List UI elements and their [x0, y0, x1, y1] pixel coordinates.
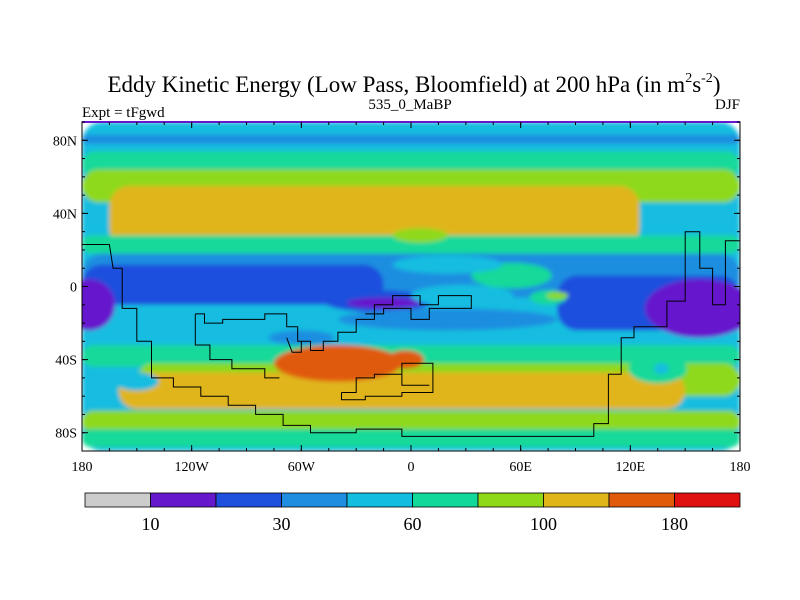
colorbar-box-3: [281, 492, 348, 508]
coastline-2: [194, 313, 280, 379]
contour-blob-3: [347, 297, 421, 309]
contour-band-12: [82, 410, 740, 433]
contour-band-11: [118, 372, 686, 409]
chart-title-main: Eddy Kinetic Energy (Low Pass, Bloomfiel…: [108, 72, 686, 97]
contour-blob-12: [273, 344, 402, 382]
colorbar-label-4: 180: [661, 514, 688, 534]
contour-bands: [82, 122, 740, 451]
y-tick-label-1: 40N: [53, 207, 77, 222]
chart-title-sup2: -2: [701, 71, 713, 86]
x-tick-label-3: 0: [408, 460, 415, 475]
x-tick-label-5: 120E: [616, 460, 646, 475]
y-tick-label-0: 80N: [53, 134, 77, 149]
chart-title-close: ): [713, 72, 721, 97]
contour-blob-13: [387, 350, 424, 369]
colorbar-label-2: 60: [404, 514, 422, 534]
coastline-4: [401, 374, 430, 386]
y-tick-label-2: 0: [70, 281, 77, 296]
colorbar-label-1: 30: [273, 514, 291, 534]
contour-band-13: [82, 429, 740, 448]
chart-title-sup1: 2: [685, 71, 692, 86]
x-tick-label-6: 180: [730, 460, 751, 475]
contour-blob-1: [82, 279, 115, 331]
colorbar-box-1: [150, 492, 217, 508]
coastline-5: [286, 337, 302, 353]
contour-band-1: [82, 134, 740, 144]
coastline-0: [82, 231, 740, 437]
contour-blob-15: [268, 330, 335, 345]
colorbar-box-0: [84, 492, 151, 508]
contour-band-7: [82, 264, 384, 305]
contour-blob-9: [337, 308, 558, 331]
contour-band-4: [109, 185, 640, 249]
contour-field: [82, 122, 740, 451]
contour-blob-11: [654, 363, 669, 375]
coastlines: [82, 231, 740, 437]
colorbar-box-7: [543, 492, 610, 508]
colorbar-box-6: [477, 492, 544, 508]
y-tick-label-3: 40S: [55, 354, 77, 369]
contour-blob-14: [114, 372, 159, 391]
y-tick-label-4: 80S: [55, 427, 77, 442]
colorbar-box-9: [674, 492, 741, 508]
experiment-label: Expt = tFgwd: [82, 105, 165, 121]
chart-title: Eddy Kinetic Energy (Low Pass, Bloomfiel…: [108, 71, 721, 97]
colorbar-box-4: [346, 492, 413, 508]
x-tick-label-2: 60W: [288, 460, 316, 475]
colorbar-label-0: 10: [142, 514, 160, 534]
contour-blob-6: [546, 291, 569, 300]
coastline-1: [195, 295, 472, 351]
center-label: 535_0_MaBP: [368, 97, 451, 113]
contour-blob-16: [392, 228, 448, 243]
x-tick-label-0: 180: [72, 460, 93, 475]
contour-band-5: [82, 235, 740, 254]
contour-blob-2: [644, 279, 740, 338]
x-axis: 180 120W 60W 0 60E 120E 180: [72, 122, 751, 475]
y-axis: 80N 40N 0 40S 80S: [53, 121, 740, 452]
colorbar-label-3: 100: [530, 514, 557, 534]
colorbar-box-8: [608, 492, 675, 508]
coastline-3: [341, 362, 434, 401]
colorbar: 10 30 60 100 180: [84, 492, 741, 534]
x-tick-label-1: 120W: [175, 460, 210, 475]
colorbar-box-5: [412, 492, 479, 508]
season-label: DJF: [715, 97, 740, 113]
x-tick-label-4: 60E: [509, 460, 532, 475]
chart-title-s: s: [692, 72, 701, 97]
colorbar-box-2: [215, 492, 282, 508]
contour-blob-7: [392, 255, 503, 274]
